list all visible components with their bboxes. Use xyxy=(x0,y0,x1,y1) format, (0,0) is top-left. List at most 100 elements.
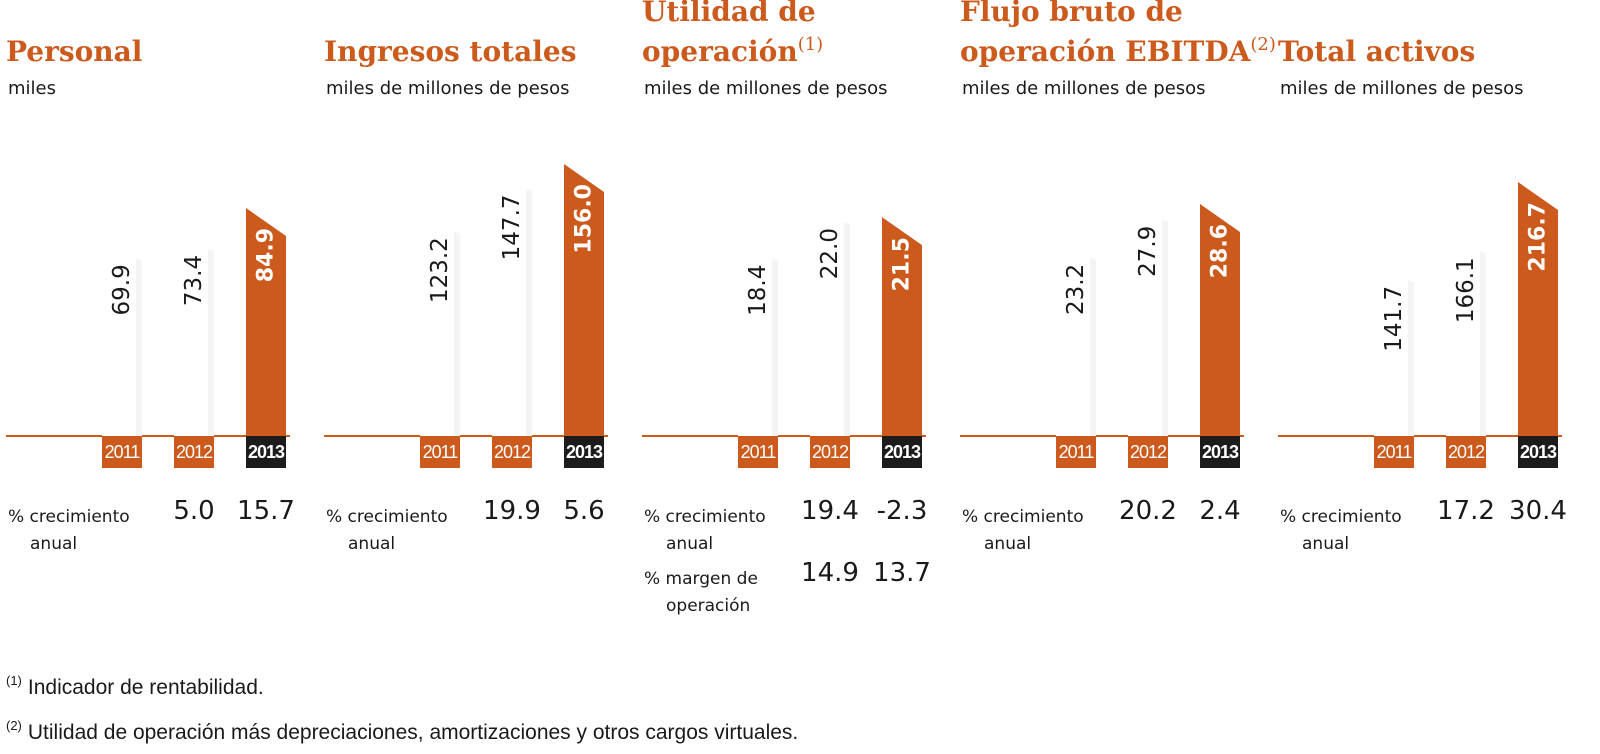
year-label: 2011 xyxy=(741,442,777,462)
margin-value-2013: 13.7 xyxy=(873,558,931,588)
growth-label: % crecimiento anual xyxy=(8,504,130,558)
growth-stats: % crecimiento anual 17.2 30.4 xyxy=(1278,496,1578,558)
bar-2012 xyxy=(810,212,844,436)
bar-2011 xyxy=(102,248,136,436)
chart-title: Personal xyxy=(6,35,142,68)
growth-stats: % crecimiento anual 20.2 2.4 xyxy=(960,496,1260,558)
year-label: 2011 xyxy=(105,442,141,462)
growth-row: % crecimiento anual 19.9 5.6 xyxy=(324,496,624,558)
year-box-2013 xyxy=(1200,436,1240,468)
year-box-2011 xyxy=(1056,436,1096,468)
footnote-2-mark: (2) xyxy=(6,718,22,733)
year-box-2012 xyxy=(174,436,214,468)
year-label: 2013 xyxy=(1202,442,1239,462)
bar-2012 xyxy=(492,178,526,436)
footnote-2-text: Utilidad de operación más depreciaciones… xyxy=(27,721,799,744)
footnote-1-mark: (1) xyxy=(6,673,22,688)
growth-label-line: anual xyxy=(30,534,78,554)
year-box-2013 xyxy=(246,436,286,468)
footnote-2: (2) Utilidad de operación más depreciacio… xyxy=(6,707,798,752)
growth-value-2013: 5.6 xyxy=(563,496,605,526)
margin-label: % margen de operación xyxy=(644,566,758,620)
chart-title-line: Total activos xyxy=(1278,35,1476,68)
chart-title-line: Flujo bruto de xyxy=(960,0,1183,28)
year-label: 2013 xyxy=(248,442,285,462)
bar-value-label: 156.0 xyxy=(572,184,597,254)
chart-title-footnote-mark: (1) xyxy=(797,34,824,55)
panel-4: Flujo bruto de operación EBITDA(2) miles d… xyxy=(960,0,1276,630)
growth-row: % crecimiento anual 5.0 15.7 xyxy=(6,496,306,558)
year-box-2011 xyxy=(738,436,778,468)
growth-value-2013: -2.3 xyxy=(876,496,928,526)
chart-title-line: operación EBITDA xyxy=(960,35,1251,68)
year-label: 2012 xyxy=(176,442,213,462)
chart-title: Utilidad de operación(1) xyxy=(642,0,823,68)
growth-value-2013: 15.7 xyxy=(237,496,295,526)
footnote-1: (1) Indicador de rentabilidad. xyxy=(6,662,798,707)
year-box-2011 xyxy=(1374,436,1414,468)
bar-2012 xyxy=(1128,209,1162,436)
year-box-2011 xyxy=(102,436,142,468)
year-box-2012 xyxy=(1446,436,1486,468)
bar-value-label: 22.0 xyxy=(817,228,843,279)
bar-value-label: 73.4 xyxy=(181,255,207,306)
growth-row: % crecimiento anual 19.4 -2.3 xyxy=(642,496,942,558)
panel-1: Personal miles 69.9 2011 73.4 2012 84.9 2013 % c… xyxy=(6,0,306,630)
year-box-2012 xyxy=(810,436,850,468)
bar-value-label: 141.7 xyxy=(1381,286,1407,352)
growth-label-line: anual xyxy=(984,534,1032,554)
bar-chart: 23.2 2011 27.9 2012 28.6 2013 xyxy=(960,204,1244,468)
bar-value-label: 84.9 xyxy=(254,228,279,282)
growth-label-line: % crecimiento xyxy=(644,507,766,527)
growth-label: % crecimiento anual xyxy=(326,504,448,558)
bar-2011 xyxy=(738,248,772,436)
growth-label: % crecimiento anual xyxy=(644,504,766,558)
bar-value-label: 21.5 xyxy=(890,237,915,291)
growth-label: % crecimiento anual xyxy=(1280,504,1402,558)
margin-label-line: operación xyxy=(666,596,751,616)
margin-value-2012: 14.9 xyxy=(801,558,859,588)
chart-subtitle: miles de millones de pesos xyxy=(962,78,1206,99)
year-box-2013 xyxy=(882,436,922,468)
bar-2013 xyxy=(1200,204,1240,436)
chart-title: Total activos xyxy=(1278,35,1475,68)
growth-label-line: anual xyxy=(348,534,396,554)
chart-title-line: Ingresos totales xyxy=(324,35,577,68)
margin-row: % margen de operación 14.9 13.7 xyxy=(642,558,942,620)
growth-stats: % crecimiento anual 5.0 15.7 xyxy=(6,496,306,558)
year-box-2013 xyxy=(564,436,604,468)
chart-title: Ingresos totales xyxy=(324,35,576,68)
bar-chart: 141.7 2011 166.1 2012 216.7 2013 xyxy=(1278,182,1562,468)
bar-value-label: 23.2 xyxy=(1063,264,1089,315)
bar-value-label: 69.9 xyxy=(109,264,135,315)
year-label: 2012 xyxy=(1448,442,1485,462)
chart-title-line: operación xyxy=(642,35,798,68)
chart-title-line: Personal xyxy=(6,35,143,68)
bar-2013 xyxy=(246,208,286,436)
year-box-2012 xyxy=(1128,436,1168,468)
footnotes: (1) Indicador de rentabilidad. (2) Utilida… xyxy=(6,662,798,752)
growth-value-2012: 19.9 xyxy=(483,496,541,526)
bar-value-label: 123.2 xyxy=(427,237,453,303)
chart-subtitle: miles xyxy=(8,78,56,99)
year-box-2012 xyxy=(492,436,532,468)
growth-label-line: anual xyxy=(666,534,714,554)
chart-title-footnote-mark: (2) xyxy=(1250,34,1276,55)
growth-label-line: % crecimiento xyxy=(1280,507,1402,527)
growth-label-line: anual xyxy=(1302,534,1350,554)
year-label: 2013 xyxy=(566,442,603,462)
growth-value-2013: 2.4 xyxy=(1199,496,1241,526)
year-label: 2012 xyxy=(494,442,531,462)
panel-3: Utilidad de operación(1) miles de millones… xyxy=(642,0,942,630)
year-label: 2012 xyxy=(1130,442,1167,462)
year-label: 2011 xyxy=(423,442,459,462)
growth-label-line: % crecimiento xyxy=(8,507,130,527)
growth-value-2012: 19.4 xyxy=(801,496,859,526)
bar-chart: 18.4 2011 22.0 2012 21.5 2013 xyxy=(642,212,926,468)
year-label: 2011 xyxy=(1059,442,1095,462)
growth-label: % crecimiento anual xyxy=(962,504,1084,558)
year-label: 2013 xyxy=(884,442,921,462)
bar-2013 xyxy=(882,217,922,436)
growth-value-2012: 20.2 xyxy=(1119,496,1177,526)
growth-stats: % crecimiento anual 19.9 5.6 xyxy=(324,496,624,558)
